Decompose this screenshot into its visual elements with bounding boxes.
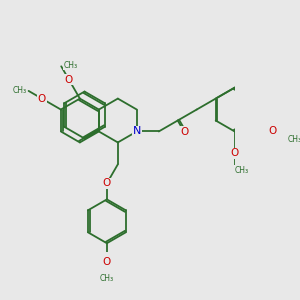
Text: O: O xyxy=(65,75,73,85)
Text: O: O xyxy=(268,127,277,136)
Text: O: O xyxy=(180,127,188,137)
Text: O: O xyxy=(103,257,111,267)
Text: O: O xyxy=(38,94,46,103)
Text: O: O xyxy=(230,148,239,158)
Text: CH₃: CH₃ xyxy=(235,166,249,175)
Text: N: N xyxy=(133,127,141,136)
Text: O: O xyxy=(103,178,111,188)
Text: CH₃: CH₃ xyxy=(287,135,300,144)
Text: CH₃: CH₃ xyxy=(64,61,78,70)
Text: CH₃: CH₃ xyxy=(100,274,114,283)
Text: CH₃: CH₃ xyxy=(13,86,27,95)
